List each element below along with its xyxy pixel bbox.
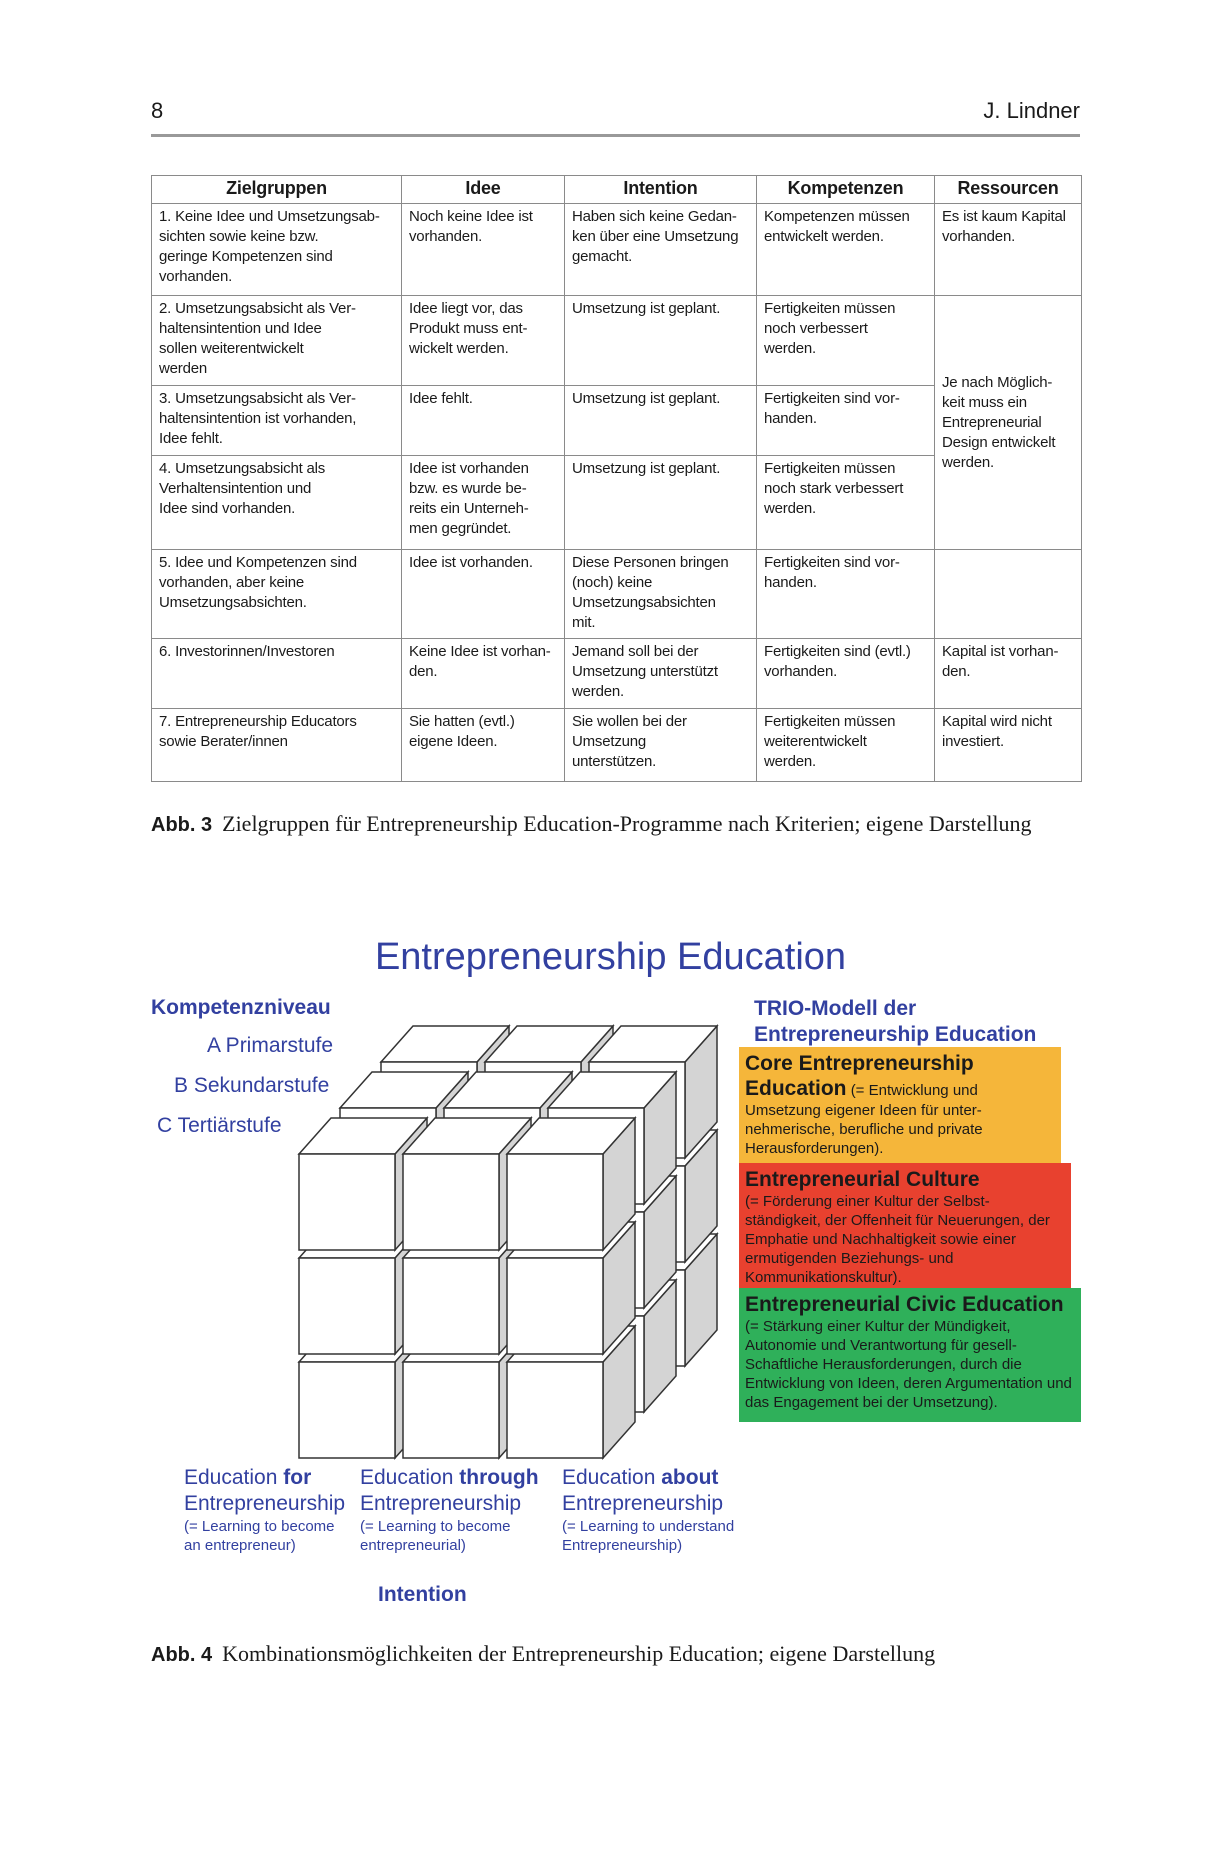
cube-front-face <box>402 1361 500 1459</box>
table-header-row: Zielgruppen Idee Intention Kompetenzen R… <box>151 175 1082 204</box>
caption-text: Zielgruppen für Entrepreneurship Educati… <box>222 811 1032 836</box>
caption-label: Abb. 4 <box>151 1644 213 1666</box>
cell-intention: Umsetzung ist geplant. <box>564 455 757 550</box>
cell-idee: Sie hatten (evtl.) eigene Ideen. <box>401 708 565 782</box>
trio-heading-line1: TRIO-Modell der <box>754 997 917 1020</box>
cell-group: 1. Keine Idee und Umsetzungsab- sichten … <box>151 203 402 296</box>
education-through-label: Education through Entrepreneurship (= Lear… <box>360 1465 539 1555</box>
cell-intention: Jemand soll bei der Umsetzung unterstütz… <box>564 638 757 709</box>
edu-sub2: Entrepreneurship) <box>562 1537 683 1554</box>
cell-kompetenzen: Fertigkeiten müssen weiterentwickelt wer… <box>756 708 935 782</box>
header-rule <box>151 134 1080 137</box>
box-title: Entrepreneurial Civic Education <box>745 1293 1064 1316</box>
edu-sub2: an entrepreneur) <box>184 1537 296 1554</box>
box-text: (= Förderung einer Kultur der Selbst-stä… <box>745 1193 1050 1286</box>
cell-idee: Idee fehlt. <box>401 385 565 456</box>
page-number: 8 <box>151 98 164 123</box>
cube-front-face <box>402 1153 500 1251</box>
target-groups-table: Zielgruppen Idee Intention Kompetenzen R… <box>151 175 1082 782</box>
cell-kompetenzen: Fertigkeiten sind vor- handen. <box>756 385 935 456</box>
cell-kompetenzen: Fertigkeiten müssen noch verbessert werd… <box>756 295 935 386</box>
cell-group: 5. Idee und Kompetenzen sind vorhanden, … <box>151 549 402 639</box>
box-text: (= Stärkung einer Kultur der Mündigkeit,… <box>745 1318 1072 1411</box>
intention-axis-label: Intention <box>378 1583 467 1606</box>
cell-kompetenzen: Fertigkeiten sind vor- handen. <box>756 549 935 639</box>
cell-kompetenzen: Fertigkeiten sind (evtl.) vorhanden. <box>756 638 935 709</box>
cube-front-face <box>506 1361 604 1459</box>
cell-ressourcen: Kapital ist vorhan- den. <box>934 638 1082 709</box>
cell-group: 6. Investorinnen/Investoren <box>151 638 402 709</box>
edu-prefix: Education <box>562 1466 662 1489</box>
caption-label: Abb. 3 <box>151 814 213 836</box>
cell-group: 3. Umsetzungsabsicht als Ver- haltensint… <box>151 385 402 456</box>
cell-ressourcen: Kapital wird nicht investiert. <box>934 708 1082 782</box>
edu-prefix: Education <box>184 1466 284 1489</box>
edu-line2: Entrepreneurship <box>184 1492 346 1515</box>
cube-front-face <box>506 1257 604 1355</box>
box-title: Entrepreneurial Culture <box>745 1168 980 1191</box>
level-a-label: A Primarstufe <box>207 1034 334 1057</box>
column-header: Zielgruppen <box>151 175 402 204</box>
figure-3-caption: Abb. 3 Zielgruppen für Entrepreneurship E… <box>151 810 1081 839</box>
edu-line2: Entrepreneurship <box>562 1492 724 1515</box>
cell-intention: Sie wollen bei der Umsetzung unterstütze… <box>564 708 757 782</box>
table-row: 3. Umsetzungsabsicht als Ver- haltensint… <box>151 385 1082 456</box>
cube-front-face <box>298 1153 396 1251</box>
edu-keyword: through <box>459 1466 539 1489</box>
box-title: Core Entrepreneurship Education <box>745 1052 974 1100</box>
running-header-author: J. Lindner <box>983 98 1080 123</box>
box-entrepreneurial-culture: Entrepreneurial Culture (= Förderung eine… <box>739 1163 1071 1288</box>
caption-text: Kombinationsmöglichkeiten der Entreprene… <box>222 1641 936 1666</box>
cube-front-face <box>402 1257 500 1355</box>
trio-heading: TRIO-Modell der Entrepreneurship Educatio… <box>754 996 1036 1048</box>
edu-sub1: (= Learning to understand <box>562 1518 735 1535</box>
cell-idee: Idee ist vorhanden bzw. es wurde be- rei… <box>401 455 565 550</box>
edu-line2: Entrepreneurship <box>360 1492 522 1515</box>
cell-intention: Diese Personen bringen (noch) keine Umse… <box>564 549 757 639</box>
table-row: 6. Investorinnen/Investoren Keine Idee i… <box>151 638 1082 709</box>
education-about-label: Education about Entrepreneurship (= Learni… <box>562 1465 734 1555</box>
box-core-entrepreneurship: Core Entrepreneurship Education (= Entwi… <box>739 1047 1061 1163</box>
cell-idee: Idee ist vorhanden. <box>401 549 565 639</box>
edu-keyword: about <box>661 1466 719 1489</box>
cell-idee: Noch keine Idee ist vorhanden. <box>401 203 565 296</box>
column-header: Kompetenzen <box>756 175 935 204</box>
edu-keyword: for <box>283 1466 312 1489</box>
box-text: (= Entwicklung und Umsetzung eigener Ide… <box>745 1082 983 1157</box>
table-row: 4. Umsetzungsabsicht als Verhaltensinten… <box>151 455 1082 550</box>
level-c-label: C Tertiärstufe <box>157 1114 282 1137</box>
cell-intention: Umsetzung ist geplant. <box>564 295 757 386</box>
cell-group: 7. Entrepreneurship Educators sowie Bera… <box>151 708 402 782</box>
edu-prefix: Education <box>360 1466 460 1489</box>
level-b-label: B Sekundarstufe <box>174 1074 330 1097</box>
cell-group: 2. Umsetzungsabsicht als Ver- haltensint… <box>151 295 402 386</box>
cell-idee: Keine Idee ist vorhan- den. <box>401 638 565 709</box>
cube-front-face <box>298 1361 396 1459</box>
edu-sub1: (= Learning to become <box>360 1518 511 1535</box>
cell-ressourcen-merged: Je nach Möglich- keit muss ein Entrepren… <box>934 295 1082 550</box>
cell-kompetenzen: Kompetenzen müssen entwickelt werden. <box>756 203 935 296</box>
edu-sub2: entrepreneurial) <box>360 1537 466 1554</box>
table-row: 2. Umsetzungsabsicht als Ver- haltensint… <box>151 295 1082 550</box>
table-row: 7. Entrepreneurship Educators sowie Bera… <box>151 708 1082 782</box>
table-row: 5. Idee und Kompetenzen sind vorhanden, … <box>151 549 1082 639</box>
cube-front-face <box>298 1257 396 1355</box>
column-header: Ressourcen <box>934 175 1082 204</box>
box-civic-education: Entrepreneurial Civic Education (= Stärku… <box>739 1288 1081 1422</box>
trio-heading-line2: Entrepreneurship Education <box>754 1023 1037 1046</box>
edu-sub1: (= Learning to become <box>184 1518 335 1535</box>
competence-heading: Kompetenzniveau <box>151 996 331 1019</box>
column-header: Idee <box>401 175 565 204</box>
cell-intention: Umsetzung ist geplant. <box>564 385 757 456</box>
education-for-label: Education for Entrepreneurship (= Learning… <box>184 1465 345 1555</box>
figure-4-caption: Abb. 4 Kombinationsmöglichkeiten der Entr… <box>151 1640 1091 1669</box>
diagram-title: Entrepreneurship Education <box>374 936 847 978</box>
cell-ressourcen: Es ist kaum Kapital vorhanden. <box>934 203 1082 296</box>
cube-front-face <box>506 1153 604 1251</box>
